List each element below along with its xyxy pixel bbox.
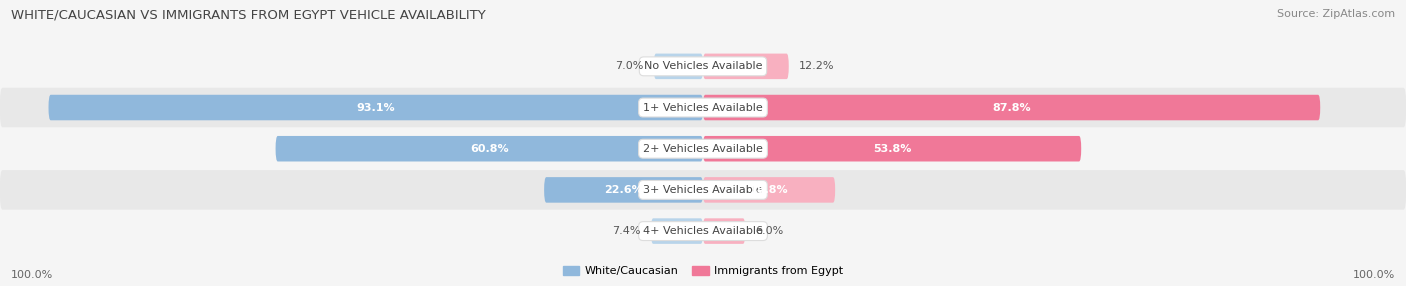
Text: 2+ Vehicles Available: 2+ Vehicles Available <box>643 144 763 154</box>
FancyBboxPatch shape <box>651 218 703 244</box>
FancyBboxPatch shape <box>49 95 703 120</box>
FancyBboxPatch shape <box>544 177 703 203</box>
Text: 87.8%: 87.8% <box>993 103 1031 112</box>
Text: 3+ Vehicles Available: 3+ Vehicles Available <box>643 185 763 195</box>
Text: 1+ Vehicles Available: 1+ Vehicles Available <box>643 103 763 112</box>
FancyBboxPatch shape <box>703 95 1320 120</box>
FancyBboxPatch shape <box>0 47 1406 86</box>
FancyBboxPatch shape <box>0 129 1406 168</box>
FancyBboxPatch shape <box>276 136 703 162</box>
Text: WHITE/CAUCASIAN VS IMMIGRANTS FROM EGYPT VEHICLE AVAILABILITY: WHITE/CAUCASIAN VS IMMIGRANTS FROM EGYPT… <box>11 9 486 21</box>
Text: 100.0%: 100.0% <box>1353 270 1395 280</box>
Text: 100.0%: 100.0% <box>11 270 53 280</box>
FancyBboxPatch shape <box>0 170 1406 210</box>
Text: 4+ Vehicles Available: 4+ Vehicles Available <box>643 226 763 236</box>
Legend: White/Caucasian, Immigrants from Egypt: White/Caucasian, Immigrants from Egypt <box>558 261 848 281</box>
Text: 6.0%: 6.0% <box>756 226 785 236</box>
Text: No Vehicles Available: No Vehicles Available <box>644 61 762 71</box>
Text: 53.8%: 53.8% <box>873 144 911 154</box>
FancyBboxPatch shape <box>654 53 703 79</box>
Text: 60.8%: 60.8% <box>470 144 509 154</box>
FancyBboxPatch shape <box>0 88 1406 127</box>
Text: 18.8%: 18.8% <box>749 185 789 195</box>
FancyBboxPatch shape <box>703 53 789 79</box>
Text: 93.1%: 93.1% <box>357 103 395 112</box>
FancyBboxPatch shape <box>703 136 1081 162</box>
FancyBboxPatch shape <box>0 211 1406 251</box>
Text: 7.4%: 7.4% <box>612 226 641 236</box>
FancyBboxPatch shape <box>703 218 745 244</box>
Text: 12.2%: 12.2% <box>799 61 835 71</box>
Text: 22.6%: 22.6% <box>605 185 643 195</box>
Text: Source: ZipAtlas.com: Source: ZipAtlas.com <box>1277 9 1395 19</box>
FancyBboxPatch shape <box>703 177 835 203</box>
Text: 7.0%: 7.0% <box>614 61 644 71</box>
